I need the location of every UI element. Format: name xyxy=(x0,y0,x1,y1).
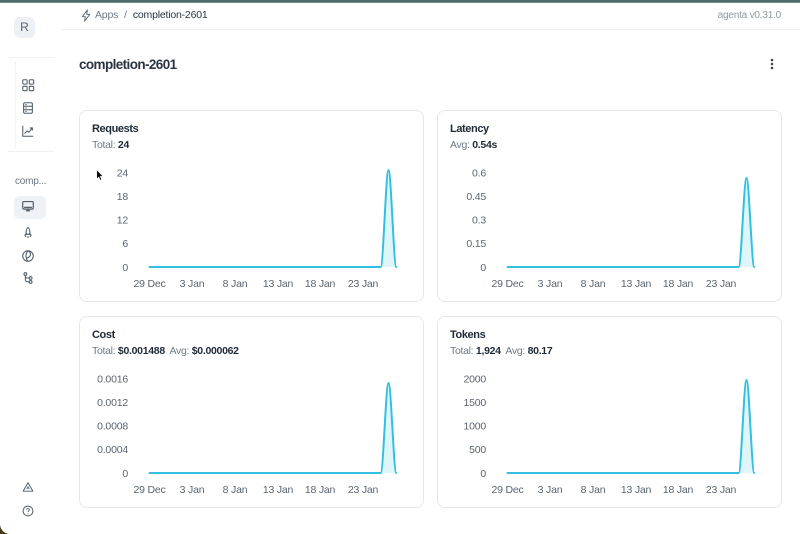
svg-text:500: 500 xyxy=(469,444,486,456)
svg-text:0.3: 0.3 xyxy=(472,215,486,227)
svg-text:0.0004: 0.0004 xyxy=(97,444,128,456)
svg-text:18 Jan: 18 Jan xyxy=(305,278,336,290)
svg-text:13 Jan: 13 Jan xyxy=(263,484,294,496)
svg-text:0: 0 xyxy=(122,468,128,480)
svg-text:13 Jan: 13 Jan xyxy=(621,278,652,290)
svg-text:29 Dec: 29 Dec xyxy=(133,278,165,290)
svg-text:0: 0 xyxy=(480,262,486,274)
svg-text:0.0016: 0.0016 xyxy=(97,374,128,386)
svg-text:18 Jan: 18 Jan xyxy=(663,484,694,496)
svg-text:13 Jan: 13 Jan xyxy=(621,484,652,496)
svg-text:1500: 1500 xyxy=(463,397,486,409)
svg-text:8 Jan: 8 Jan xyxy=(581,278,606,290)
svg-text:24: 24 xyxy=(117,168,129,180)
svg-text:0.15: 0.15 xyxy=(466,238,486,250)
svg-text:3 Jan: 3 Jan xyxy=(538,278,563,290)
svg-text:18 Jan: 18 Jan xyxy=(305,484,336,496)
svg-text:29 Dec: 29 Dec xyxy=(491,484,523,496)
svg-text:12: 12 xyxy=(117,215,129,227)
svg-text:8 Jan: 8 Jan xyxy=(223,484,248,496)
svg-text:2000: 2000 xyxy=(463,374,486,386)
svg-text:0.0008: 0.0008 xyxy=(97,421,128,433)
svg-text:29 Dec: 29 Dec xyxy=(491,278,523,290)
svg-text:23 Jan: 23 Jan xyxy=(348,484,379,496)
svg-text:6: 6 xyxy=(122,238,128,250)
svg-text:23 Jan: 23 Jan xyxy=(706,484,737,496)
svg-text:29 Dec: 29 Dec xyxy=(133,484,165,496)
svg-text:8 Jan: 8 Jan xyxy=(581,484,606,496)
svg-text:0.6: 0.6 xyxy=(472,168,486,180)
svg-text:18: 18 xyxy=(117,191,129,203)
svg-text:18 Jan: 18 Jan xyxy=(663,278,694,290)
svg-text:0.45: 0.45 xyxy=(466,191,486,203)
svg-text:0: 0 xyxy=(122,262,128,274)
svg-text:8 Jan: 8 Jan xyxy=(223,278,248,290)
svg-text:3 Jan: 3 Jan xyxy=(180,278,205,290)
svg-text:23 Jan: 23 Jan xyxy=(348,278,379,290)
svg-text:0.0012: 0.0012 xyxy=(97,397,128,409)
svg-text:13 Jan: 13 Jan xyxy=(263,278,294,290)
svg-text:3 Jan: 3 Jan xyxy=(180,484,205,496)
svg-text:3 Jan: 3 Jan xyxy=(538,484,563,496)
svg-text:23 Jan: 23 Jan xyxy=(706,278,737,290)
svg-text:0: 0 xyxy=(480,468,486,480)
svg-text:1000: 1000 xyxy=(463,421,486,433)
